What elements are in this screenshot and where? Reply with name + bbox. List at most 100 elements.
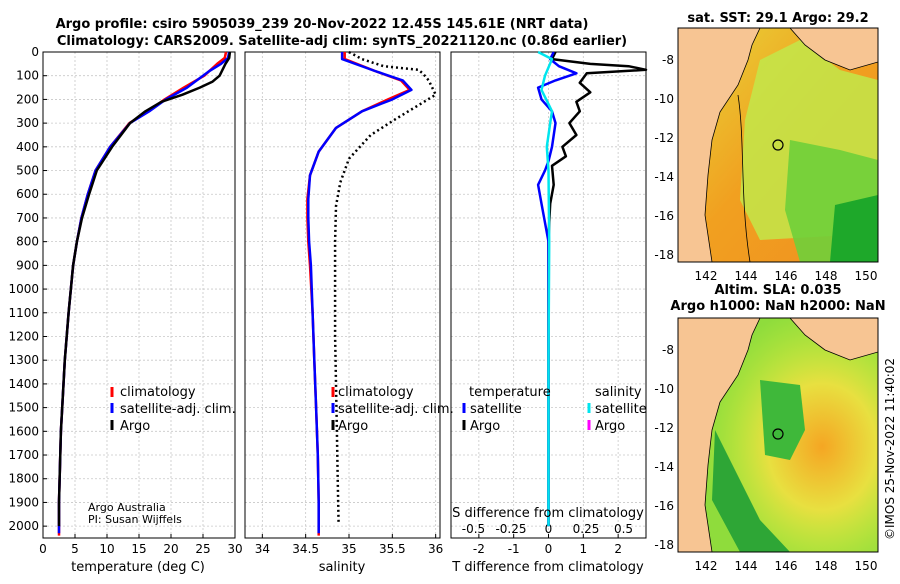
lat-label: -8 (662, 343, 674, 357)
difference-legend: temperature satellite Argo salinity sate… (462, 385, 647, 434)
series-t-satellite (536, 51, 578, 527)
lat-label: -10 (654, 92, 674, 106)
top-tick-label: 0.25 (573, 522, 600, 536)
sla-argo-position (772, 428, 784, 440)
x-tick-label: 34.5 (292, 542, 319, 556)
x-tick-label: 36 (428, 542, 443, 556)
salinity-legend: climatology satellite-adj. clim. Argo (331, 385, 454, 434)
salinity-series (306, 50, 437, 536)
lat-label: -18 (654, 248, 674, 262)
credit-line-1: Argo Australia (88, 501, 166, 514)
y-tick-label: 1600 (8, 424, 39, 438)
lon-label: 144 (735, 559, 758, 573)
top-tick-label: -0.25 (495, 522, 526, 536)
x-tick-label: 1 (580, 542, 588, 556)
imos-timestamp: ©IMOS 25-Nov-2022 11:40:02 (883, 358, 897, 540)
sla-lat-labels: -8 -10 -12 -14 -16 -18 (654, 343, 674, 552)
sal-legend-climatology: climatology (338, 385, 414, 400)
y-tick-label: 400 (16, 140, 39, 154)
sal-legend-satellite: satellite-adj. clim. (338, 402, 454, 417)
sal-legend-argo: Argo (338, 419, 368, 434)
y-tick-label: 0 (31, 45, 39, 59)
series-s-satellite (537, 50, 554, 527)
series-satellite-adj-clim- (307, 52, 413, 534)
y-tick-label: 900 (16, 258, 39, 272)
lat-label: -16 (654, 209, 674, 223)
depth-tick-labels: 0 100 200 300 400 500 600 700 800 900 1000 1100 1200… (8, 45, 47, 533)
sla-map: Altim. SLA: 0.035 Argo h1000: NaN h2000:… (654, 283, 885, 573)
sst-map: sat. SST: 29.1 Argo: 29.2 -8 -10 -12 -14 -16… (654, 11, 879, 283)
y-tick-label: 1200 (8, 329, 39, 343)
temperature-xlabel: temperature (deg C) (71, 560, 205, 575)
x-tick-label: 0 (39, 542, 47, 556)
title-line-1: Argo profile: csiro 5905039_239 20-Nov-2… (56, 17, 589, 32)
x-tick-label: 25 (195, 542, 210, 556)
y-tick-label: 100 (16, 69, 39, 83)
temperature-legend: climatology satellite-adj. clim. Argo (110, 385, 236, 434)
x-tick-label: 2 (614, 542, 622, 556)
lon-label: 146 (775, 269, 798, 283)
lon-label: 142 (695, 559, 718, 573)
diff-legend-t-argo: Argo (470, 419, 500, 434)
y-tick-label: 200 (16, 92, 39, 106)
legend-title-salinity: salinity (595, 385, 642, 400)
temperature-grid (42, 51, 236, 538)
tdiff-xlabel: T difference from climatology (451, 560, 644, 575)
lat-label: -14 (654, 460, 674, 474)
y-tick-label: 1500 (8, 401, 39, 415)
x-tick-label: 35 (341, 542, 356, 556)
salinity-tick-labels: 34 34.5 35 35.5 36 (255, 534, 443, 556)
series-climatology (57, 51, 228, 536)
x-tick-label: 30 (227, 542, 242, 556)
y-tick-label: 1900 (8, 495, 39, 509)
temperature-series (57, 51, 232, 536)
x-tick-label: 15 (131, 542, 146, 556)
y-tick-label: 800 (16, 235, 39, 249)
difference-panel: -2 -1 0 1 2 -0.5 -0.25 0 0.25 0.5 T difference f… (450, 50, 648, 575)
lat-label: -8 (662, 53, 674, 67)
temperature-tick-labels: 0 5 10 15 20 25 30 (39, 534, 243, 556)
y-tick-label: 1000 (8, 282, 39, 296)
series-climatology (306, 52, 411, 536)
legend-argo: Argo (120, 419, 150, 434)
credit-line-2: PI: Susan Wijffels (88, 513, 182, 526)
y-tick-label: 1300 (8, 353, 39, 367)
sla-map-title-2: Argo h1000: NaN h2000: NaN (670, 299, 885, 314)
top-tick-label: 0.5 (614, 522, 633, 536)
y-tick-label: 1700 (8, 448, 39, 462)
sst-map-frame (677, 27, 879, 263)
y-tick-label: 600 (16, 187, 39, 201)
temperature-panel: 0100200300400500600700800900100011001200… (8, 45, 242, 575)
tdiff-tick-labels: -2 -1 0 1 2 (473, 534, 622, 556)
series-argo (333, 50, 437, 524)
sla-coastal-low (712, 430, 790, 552)
lat-label: -10 (654, 382, 674, 396)
y-tick-label: 300 (16, 116, 39, 130)
lon-label: 142 (695, 269, 718, 283)
sla-map-frame (677, 317, 879, 553)
title-line-2: Climatology: CARS2009. Satellite-adj cli… (57, 34, 627, 49)
diff-legend-s-satellite: satellite (595, 402, 647, 417)
lon-label: 148 (815, 269, 838, 283)
y-tick-label: 500 (16, 164, 39, 178)
sla-map-title-1: Altim. SLA: 0.035 (715, 283, 842, 298)
x-tick-label: -1 (508, 542, 520, 556)
sst-coldest-region (830, 195, 878, 262)
x-tick-label: 20 (163, 542, 178, 556)
lat-label: -14 (654, 170, 674, 184)
sdiff-tick-labels: -0.5 -0.25 0 0.25 0.5 (462, 522, 633, 536)
series-argo (57, 51, 232, 527)
lon-label: 148 (815, 559, 838, 573)
top-tick-label: -0.5 (462, 522, 485, 536)
legend-title-temperature: temperature (469, 385, 551, 400)
sst-argo-position (772, 139, 784, 151)
x-tick-label: -2 (473, 542, 485, 556)
lon-label: 150 (855, 559, 878, 573)
x-tick-label: 35.5 (379, 542, 406, 556)
sdiff-xlabel: S difference from climatology (452, 506, 644, 521)
lat-label: -16 (654, 499, 674, 513)
lon-label: 150 (855, 269, 878, 283)
lat-label: -12 (654, 421, 674, 435)
sla-lon-labels: 142 144 146 148 150 (695, 559, 878, 573)
salinity-xlabel: salinity (319, 560, 366, 575)
